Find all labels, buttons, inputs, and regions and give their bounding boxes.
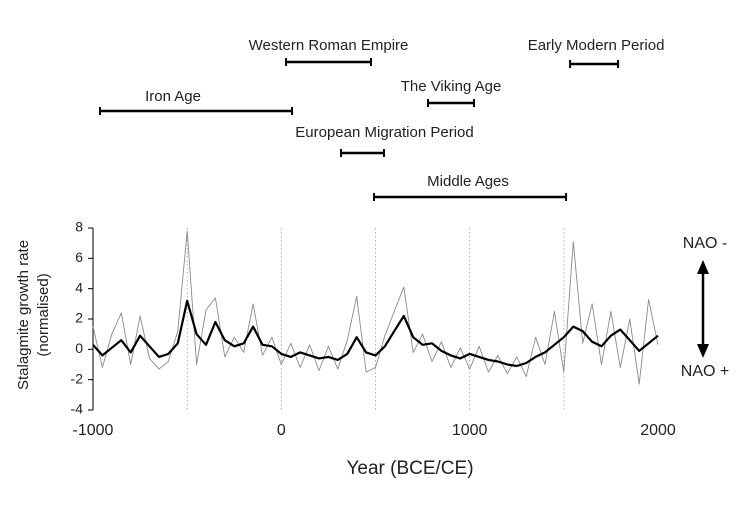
x-tick-label: -1000 <box>73 422 114 439</box>
x-tick-label: 0 <box>277 422 286 439</box>
period-label: Middle Ages <box>427 173 509 190</box>
y-tick-label: 6 <box>75 249 83 265</box>
period-label: Early Modern Period <box>528 37 665 54</box>
period-label: Western Roman Empire <box>249 37 409 54</box>
period-label: Iron Age <box>145 88 201 105</box>
x-tick-label: 2000 <box>640 422 676 439</box>
period-label: European Migration Period <box>295 124 473 141</box>
y-tick-label: 4 <box>75 279 83 295</box>
y-tick-label: -4 <box>71 401 84 417</box>
y-axis-label: (normalised) <box>35 273 52 356</box>
annotation: NAO - <box>683 235 727 252</box>
y-axis-label: Stalagmite growth rate <box>15 240 32 390</box>
x-axis-label: Year (BCE/CE) <box>346 458 473 479</box>
series-line <box>92 230 659 385</box>
arrow-head <box>697 344 709 358</box>
period-label: The Viking Age <box>401 78 502 95</box>
y-tick-label: 0 <box>75 340 83 356</box>
annotation: NAO + <box>681 363 729 380</box>
y-tick-label: 8 <box>75 219 83 235</box>
y-tick-label: 2 <box>75 310 83 326</box>
y-tick-label: -2 <box>71 370 84 386</box>
x-tick-label: 1000 <box>452 422 488 439</box>
series-line <box>92 299 659 368</box>
arrow-head <box>697 260 709 274</box>
